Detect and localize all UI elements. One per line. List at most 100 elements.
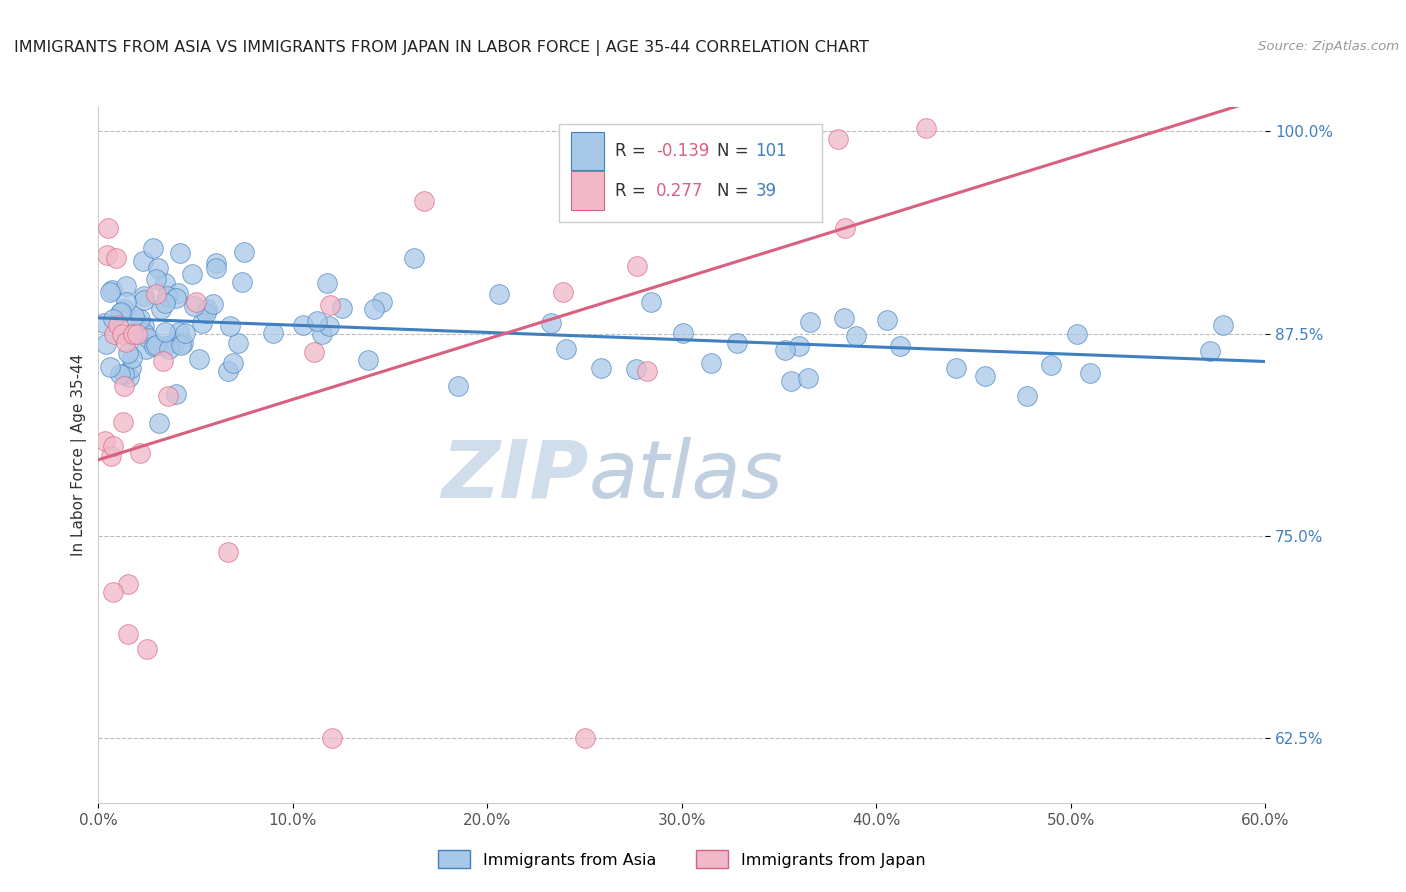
Legend: Immigrants from Asia, Immigrants from Japan: Immigrants from Asia, Immigrants from Ja… [432, 844, 932, 875]
Y-axis label: In Labor Force | Age 35-44: In Labor Force | Age 35-44 [72, 354, 87, 556]
Point [779, 374, 801, 388]
Point [117, 370, 139, 384]
Point [553, 285, 575, 299]
Point [262, 326, 284, 341]
Point [1212, 318, 1234, 332]
Point [413, 194, 436, 209]
Point [204, 256, 226, 270]
Point [640, 294, 662, 309]
Point [789, 339, 811, 353]
Point [845, 329, 868, 343]
Text: Source: ZipAtlas.com: Source: ZipAtlas.com [1258, 40, 1399, 54]
Point [108, 306, 131, 320]
Point [100, 283, 122, 297]
Point [682, 183, 704, 197]
Point [173, 326, 195, 340]
Point [190, 316, 212, 330]
Point [725, 335, 748, 350]
Point [330, 301, 353, 315]
Point [152, 354, 174, 368]
Point [145, 338, 167, 352]
Point [624, 362, 647, 376]
Point [122, 310, 145, 324]
Point [217, 545, 239, 559]
Point [96, 248, 118, 262]
Point [115, 295, 138, 310]
Point [111, 326, 134, 341]
Point [194, 306, 217, 320]
Point [103, 585, 125, 599]
Text: 101: 101 [755, 142, 787, 160]
Point [205, 260, 228, 275]
Point [184, 295, 207, 310]
Point [112, 367, 135, 381]
Point [318, 298, 340, 312]
Point [357, 353, 380, 368]
Text: atlas: atlas [589, 437, 783, 515]
Point [93, 316, 115, 330]
Point [218, 319, 240, 334]
Point [832, 311, 855, 326]
Text: R =: R = [616, 142, 651, 160]
Point [148, 260, 170, 275]
Point [222, 356, 245, 370]
Text: N =: N = [717, 142, 754, 160]
Text: ZIP: ZIP [441, 437, 589, 515]
FancyBboxPatch shape [571, 171, 603, 210]
Point [316, 277, 339, 291]
Point [945, 360, 967, 375]
Point [589, 361, 612, 376]
Point [117, 345, 139, 359]
Point [170, 338, 193, 352]
Point [180, 267, 202, 281]
Point [112, 379, 135, 393]
Point [117, 577, 139, 591]
Point [915, 121, 938, 136]
Point [121, 351, 143, 366]
Point [169, 245, 191, 260]
Point [165, 387, 187, 401]
Point [156, 389, 179, 403]
Point [122, 836, 145, 850]
FancyBboxPatch shape [571, 132, 603, 170]
Point [112, 301, 135, 316]
Point [101, 311, 124, 326]
Point [129, 446, 152, 460]
Point [157, 343, 180, 357]
Point [797, 371, 820, 385]
Point [136, 330, 159, 344]
Point [98, 359, 121, 374]
Point [145, 287, 167, 301]
Point [120, 360, 142, 375]
Point [232, 244, 254, 259]
Point [195, 302, 218, 317]
Point [150, 301, 173, 316]
Point [202, 296, 225, 310]
Point [165, 291, 187, 305]
Point [540, 316, 562, 330]
Point [163, 334, 186, 349]
Text: -0.139: -0.139 [657, 142, 710, 160]
Point [100, 450, 122, 464]
Point [135, 342, 157, 356]
Point [141, 241, 163, 255]
Point [1015, 389, 1038, 403]
Point [167, 285, 190, 300]
Point [672, 326, 695, 341]
Text: 39: 39 [755, 182, 776, 200]
Point [167, 326, 190, 340]
Point [110, 305, 132, 319]
Point [153, 339, 176, 353]
Point [156, 288, 179, 302]
Point [122, 326, 145, 341]
Point [574, 731, 596, 745]
Point [974, 368, 997, 383]
Point [311, 327, 333, 342]
Point [291, 318, 314, 332]
Point [96, 336, 118, 351]
Point [363, 302, 385, 317]
Point [112, 415, 135, 429]
Point [799, 315, 821, 329]
Point [876, 313, 898, 327]
Point [129, 312, 152, 326]
